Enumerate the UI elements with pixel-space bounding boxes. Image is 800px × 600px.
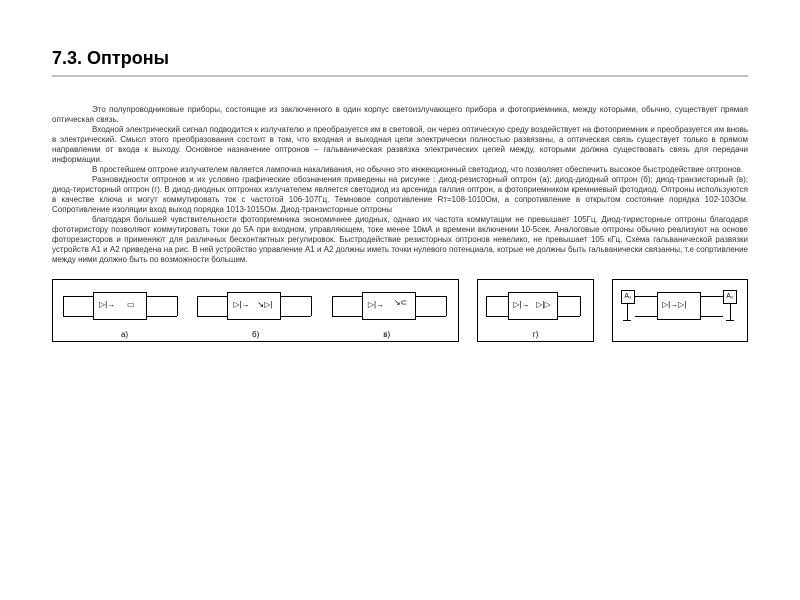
diagram-c: ▷|→ ↘⊂ [328, 286, 452, 328]
diagram-g: ▷|→ ▷|▷ [484, 286, 587, 328]
figure-label: г) [484, 330, 587, 339]
title-underline [52, 75, 748, 77]
led-icon: ▷|→ [99, 301, 115, 309]
figure-label [619, 330, 741, 339]
figure-group-c: A₁ ▷|→▷| A₂ [612, 279, 748, 342]
figures-row: ▷|→ ▭ ▷|→ ↘▷| [52, 279, 748, 342]
paragraph: благодаря большей чувствительности фотоп… [52, 215, 748, 265]
led-icon: ▷|→ [513, 301, 529, 309]
resistor-icon: ▭ [127, 301, 135, 309]
figure-label: б) [190, 330, 321, 339]
diagram-b: ▷|→ ↘▷| [193, 286, 317, 328]
section-title: 7.3. Оптроны [52, 48, 748, 69]
figure-group-a: ▷|→ ▭ ▷|→ ↘▷| [52, 279, 459, 342]
body-text: Это полупроводниковые приборы, состоящие… [52, 105, 748, 265]
block-a1: A₁ [621, 290, 635, 304]
figure-group-b: ▷|→ ▷|▷ г) [477, 279, 594, 342]
block-a2: A₂ [723, 290, 737, 304]
led-icon: ▷|→ [233, 301, 249, 309]
photodiode-icon: ↘▷| [257, 301, 272, 309]
optocoupler-icon: ▷|→▷| [662, 301, 686, 309]
paragraph: Это полупроводниковые приборы, состоящие… [52, 105, 748, 125]
led-icon: ▷|→ [368, 301, 384, 309]
diagram-isolation: A₁ ▷|→▷| A₂ [619, 286, 741, 328]
paragraph: В простейшем оптроне излучателем являетс… [52, 165, 748, 175]
figure-label: в) [321, 330, 452, 339]
paragraph: Входной электрический сигнал подводится … [52, 125, 748, 165]
phototransistor-icon: ↘⊂ [394, 299, 407, 307]
paragraph: Разновидности оптронов и их условно граф… [52, 175, 748, 215]
thyristor-icon: ▷|▷ [536, 301, 550, 309]
diagram-a: ▷|→ ▭ [59, 286, 183, 328]
figure-label: а) [59, 330, 190, 339]
